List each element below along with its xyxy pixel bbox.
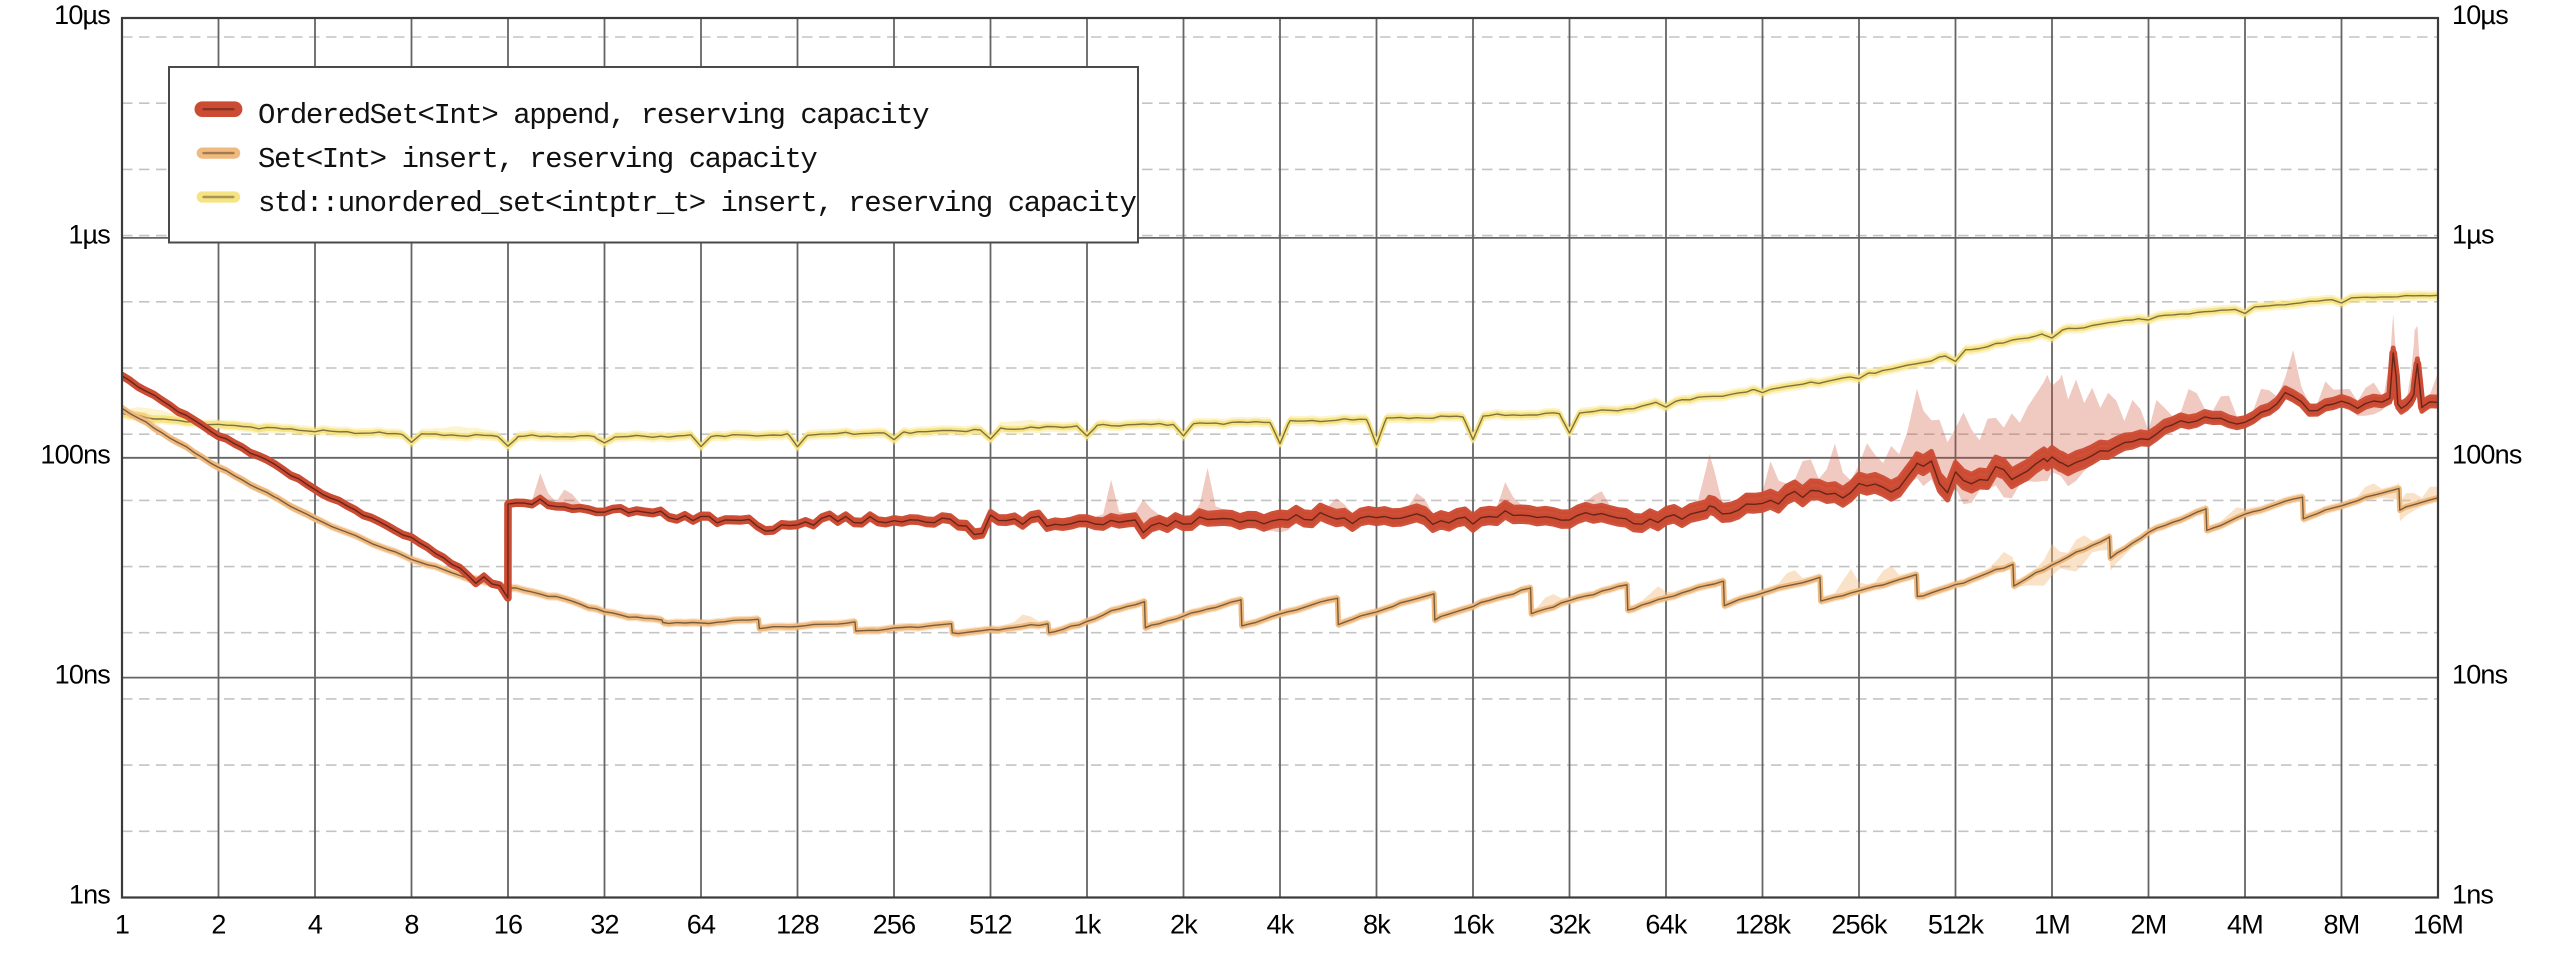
svg-text:4M: 4M: [2227, 910, 2263, 940]
svg-text:OrderedSet<Int> append, reserv: OrderedSet<Int> append, reserving capaci…: [258, 99, 929, 132]
svg-text:2M: 2M: [2131, 910, 2167, 940]
svg-text:2k: 2k: [1170, 910, 1198, 940]
svg-text:16k: 16k: [1452, 910, 1494, 940]
svg-text:1µs: 1µs: [2452, 220, 2494, 250]
svg-text:8k: 8k: [1363, 910, 1391, 940]
svg-text:256k: 256k: [1831, 910, 1888, 940]
svg-text:512k: 512k: [1928, 910, 1985, 940]
svg-text:32k: 32k: [1549, 910, 1591, 940]
svg-text:512: 512: [969, 910, 1012, 940]
svg-text:10ns: 10ns: [2452, 659, 2508, 689]
svg-text:1µs: 1µs: [68, 220, 110, 250]
svg-text:2: 2: [211, 910, 225, 940]
svg-text:4k: 4k: [1267, 910, 1295, 940]
svg-text:16: 16: [494, 910, 522, 940]
svg-text:std::unordered_set<intptr_t> i: std::unordered_set<intptr_t> insert, res…: [258, 187, 1136, 220]
svg-text:1k: 1k: [1074, 910, 1102, 940]
svg-text:32: 32: [590, 910, 618, 940]
svg-text:128: 128: [776, 910, 819, 940]
svg-text:10µs: 10µs: [54, 0, 110, 30]
svg-text:10µs: 10µs: [2452, 0, 2508, 30]
svg-text:100ns: 100ns: [40, 440, 110, 470]
svg-text:1ns: 1ns: [69, 879, 110, 909]
svg-text:4: 4: [308, 910, 323, 940]
svg-text:128k: 128k: [1735, 910, 1792, 940]
svg-text:16M: 16M: [2413, 910, 2463, 940]
svg-text:64k: 64k: [1645, 910, 1687, 940]
svg-text:1ns: 1ns: [2452, 879, 2493, 909]
svg-text:1: 1: [115, 910, 129, 940]
svg-text:8: 8: [404, 910, 418, 940]
svg-text:1M: 1M: [2034, 910, 2070, 940]
svg-text:8M: 8M: [2324, 910, 2360, 940]
svg-text:100ns: 100ns: [2452, 440, 2522, 470]
svg-text:64: 64: [687, 910, 716, 940]
svg-text:256: 256: [873, 910, 916, 940]
svg-text:Set<Int> insert, reserving cap: Set<Int> insert, reserving capacity: [258, 143, 817, 176]
svg-text:10ns: 10ns: [55, 659, 111, 689]
